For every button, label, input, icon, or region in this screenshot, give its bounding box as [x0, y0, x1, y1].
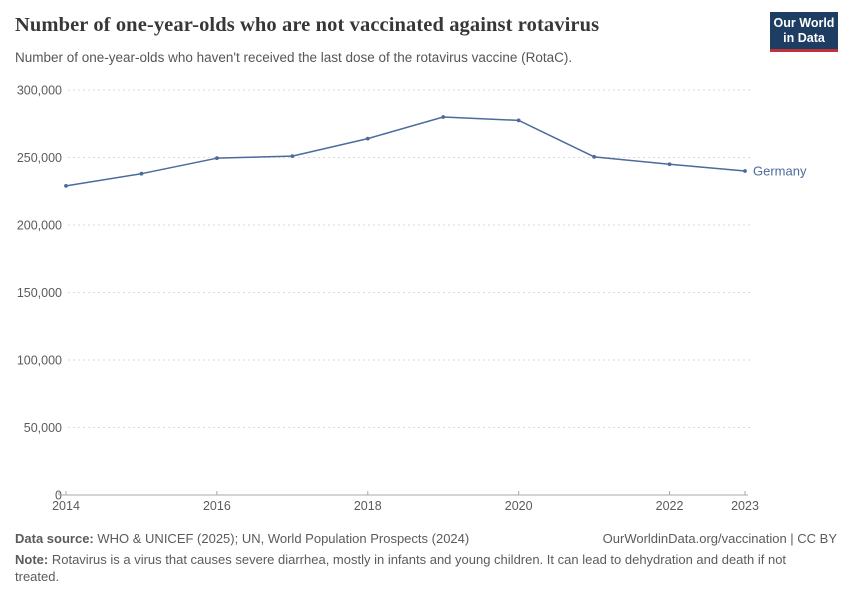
data-point[interactable]: [516, 118, 521, 123]
chart-footer: Data source: WHO & UNICEF (2025); UN, Wo…: [15, 531, 837, 546]
x-axis-tick-label: 2023: [731, 499, 759, 513]
data-point[interactable]: [214, 156, 219, 161]
chart-note-label: Note:: [15, 552, 49, 567]
data-point[interactable]: [667, 162, 672, 167]
x-axis-tick-label: 2018: [354, 499, 382, 513]
owid-link[interactable]: OurWorldinData.org/vaccination | CC BY: [602, 531, 837, 546]
data-point[interactable]: [64, 183, 68, 188]
y-axis-tick-label: 50,000: [24, 421, 62, 435]
y-axis-tick-label: 100,000: [17, 354, 62, 368]
series-line-germany[interactable]: [65, 116, 746, 187]
chart-note-text: Rotavirus is a virus that causes severe …: [15, 552, 787, 584]
x-axis-tick-label: 2016: [203, 499, 231, 513]
data-source-label: Data source:: [15, 531, 94, 546]
data-point[interactable]: [743, 169, 747, 173]
line-chart-canvas[interactable]: 0 50,000 100,000 150,000 200,000 250,000 300,0…: [0, 0, 850, 525]
data-point[interactable]: [365, 136, 370, 141]
owid-logo-line1: Our World: [773, 16, 835, 30]
y-axis-tick-label: 0: [55, 489, 62, 503]
chart-title: Number of one-year-olds who are not vacc…: [15, 14, 600, 36]
data-point[interactable]: [139, 171, 144, 176]
data-point[interactable]: [441, 115, 446, 119]
x-axis-tick-label: 2022: [656, 499, 684, 513]
series-label-germany[interactable]: Germany: [753, 164, 807, 179]
data-point[interactable]: [592, 154, 597, 159]
data-source: Data source: WHO & UNICEF (2025); UN, Wo…: [15, 531, 469, 546]
x-axis-tick-label: 2020: [505, 499, 533, 513]
data-source-text: WHO & UNICEF (2025); UN, World Populatio…: [97, 531, 470, 546]
y-axis-tick-label: 150,000: [17, 286, 62, 300]
chart-subtitle: Number of one-year-olds who haven't rece…: [15, 50, 573, 65]
y-axis-tick-label: 200,000: [17, 219, 62, 233]
y-axis-tick-label: 250,000: [17, 151, 62, 165]
chart-note: Note: Rotavirus is a virus that causes s…: [15, 552, 793, 586]
data-point[interactable]: [290, 154, 295, 159]
owid-logo[interactable]: Our World in Data: [770, 12, 838, 52]
y-axis-tick-label: 300,000: [17, 84, 62, 98]
owid-logo-line2: in Data: [783, 31, 825, 45]
x-axis-tick-label: 2014: [52, 499, 80, 513]
